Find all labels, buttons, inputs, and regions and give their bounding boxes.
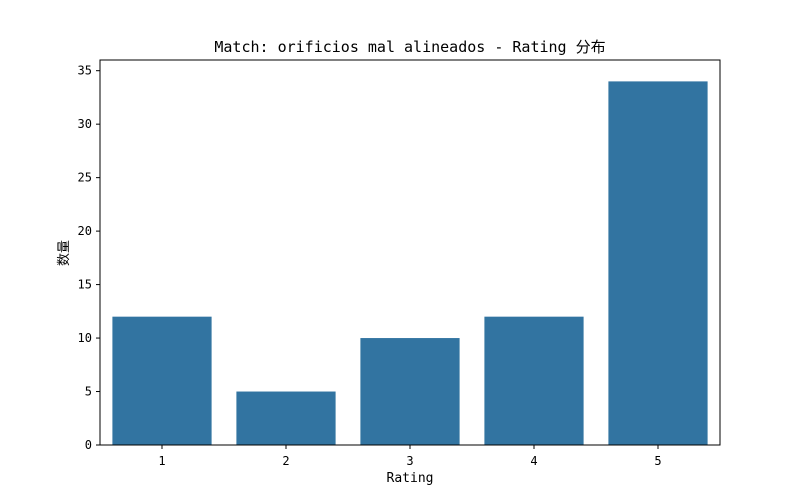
x-tick-label: 5 — [654, 454, 661, 468]
x-tick-label: 4 — [530, 454, 537, 468]
y-tick-label: 20 — [78, 224, 92, 238]
y-tick-label: 5 — [85, 385, 92, 399]
chart-title: Match: orificios mal alineados - Rating … — [214, 38, 605, 56]
x-tick-label: 2 — [282, 454, 289, 468]
bar-rating-5 — [608, 81, 708, 445]
plot-frame — [99, 59, 721, 446]
x-axis-label: Rating — [387, 471, 434, 486]
x-tick-label: 1 — [158, 454, 165, 468]
y-axis-ticks: 0 5 10 15 20 25 30 35 — [78, 64, 100, 452]
bars-group — [112, 81, 708, 445]
bar-rating-3 — [360, 338, 460, 445]
x-tick-label: 3 — [406, 454, 413, 468]
y-tick-label: 10 — [78, 331, 92, 345]
y-axis-label: 数量 — [57, 240, 72, 266]
y-tick-label: 15 — [78, 278, 92, 292]
x-axis-ticks: 1 2 3 4 5 — [158, 445, 662, 468]
bar-rating-1 — [112, 316, 212, 445]
y-tick-label: 35 — [78, 64, 92, 78]
bar-rating-2 — [236, 391, 336, 445]
y-tick-label: 0 — [85, 438, 92, 452]
y-tick-label: 25 — [78, 171, 92, 185]
bar-rating-4 — [484, 316, 584, 445]
y-tick-label: 30 — [78, 117, 92, 131]
